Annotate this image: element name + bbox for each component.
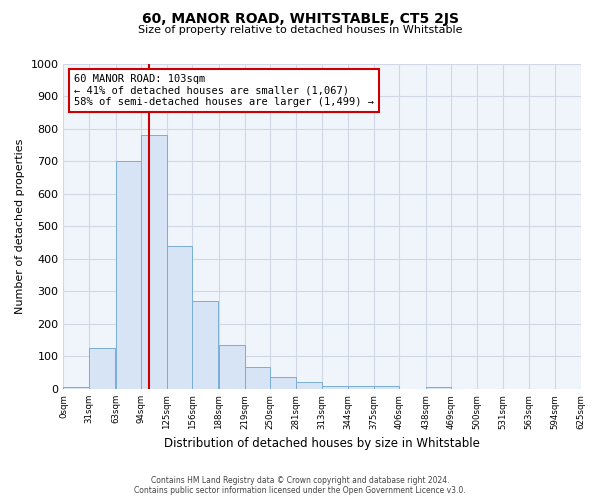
Bar bbox=[167, 246, 193, 389]
Bar bbox=[219, 345, 245, 389]
Bar bbox=[322, 386, 348, 389]
Bar bbox=[64, 388, 89, 389]
Text: 60, MANOR ROAD, WHITSTABLE, CT5 2JS: 60, MANOR ROAD, WHITSTABLE, CT5 2JS bbox=[142, 12, 458, 26]
Bar bbox=[193, 301, 218, 389]
Text: Size of property relative to detached houses in Whitstable: Size of property relative to detached ho… bbox=[138, 25, 462, 35]
Bar bbox=[116, 162, 141, 389]
Bar bbox=[89, 348, 115, 389]
X-axis label: Distribution of detached houses by size in Whitstable: Distribution of detached houses by size … bbox=[164, 437, 480, 450]
Bar bbox=[374, 386, 400, 389]
Bar bbox=[245, 367, 270, 389]
Text: 60 MANOR ROAD: 103sqm
← 41% of detached houses are smaller (1,067)
58% of semi-d: 60 MANOR ROAD: 103sqm ← 41% of detached … bbox=[74, 74, 374, 107]
Bar bbox=[141, 136, 167, 389]
Bar bbox=[296, 382, 322, 389]
Y-axis label: Number of detached properties: Number of detached properties bbox=[15, 139, 25, 314]
Bar bbox=[426, 388, 451, 389]
Bar bbox=[270, 377, 296, 389]
Bar bbox=[348, 386, 374, 389]
Text: Contains HM Land Registry data © Crown copyright and database right 2024.
Contai: Contains HM Land Registry data © Crown c… bbox=[134, 476, 466, 495]
